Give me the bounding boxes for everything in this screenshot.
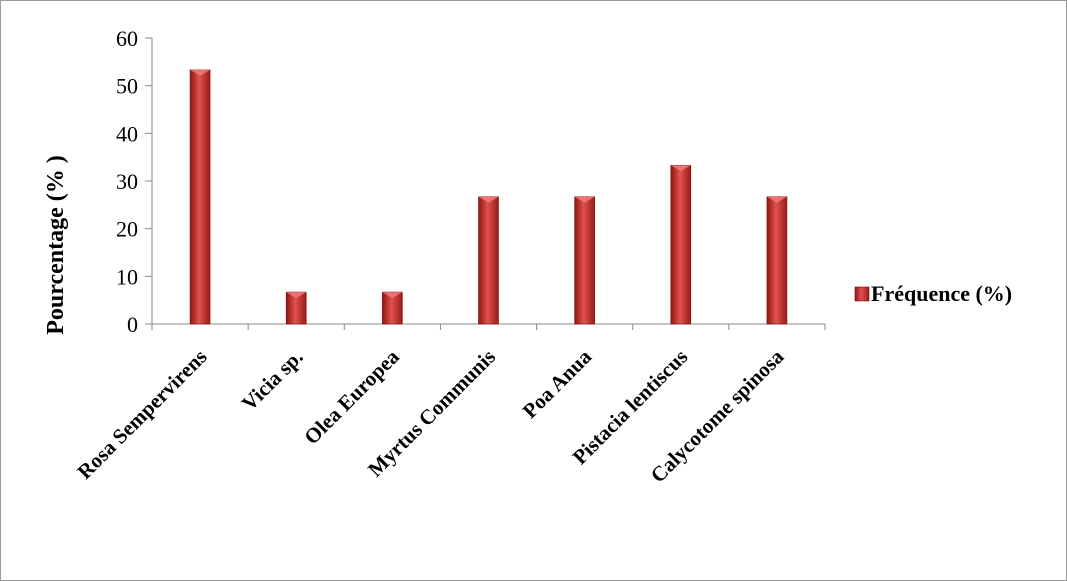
category-label: Rosa Sempervirens — [72, 345, 211, 484]
legend-label: Fréquence (%) — [871, 281, 1012, 306]
y-axis-title: Pourcentage (% ) — [43, 155, 69, 335]
category-label: Olea Europea — [299, 344, 404, 449]
legend: Fréquence (%) — [854, 281, 1012, 306]
y-tick-label: 20 — [116, 217, 138, 242]
bar-cap — [574, 196, 595, 203]
category-label: Poa Anua — [518, 344, 597, 423]
y-tick-label: 30 — [116, 169, 138, 194]
bar-cap — [670, 165, 691, 172]
y-tick-label: 50 — [116, 74, 138, 99]
bar-cap — [382, 292, 403, 299]
bar-cap — [286, 292, 307, 299]
bar — [189, 69, 211, 325]
bar-cap — [766, 196, 787, 203]
bar-cap — [478, 196, 499, 203]
bar-cap — [190, 69, 211, 76]
y-tick-label: 60 — [116, 26, 138, 51]
category-label: Vicia sp. — [237, 345, 308, 416]
y-tick-label: 0 — [127, 312, 138, 337]
bar — [766, 196, 788, 325]
bar — [478, 196, 499, 325]
plot-area: 0 10 20 30 40 50 60 Rosa Sempervirens Vicia sp.O… — [72, 26, 826, 487]
y-tick-label: 10 — [116, 264, 138, 289]
bar — [670, 164, 692, 325]
legend-swatch — [854, 286, 870, 302]
bar — [574, 196, 595, 325]
y-tick-label: 40 — [116, 121, 138, 146]
